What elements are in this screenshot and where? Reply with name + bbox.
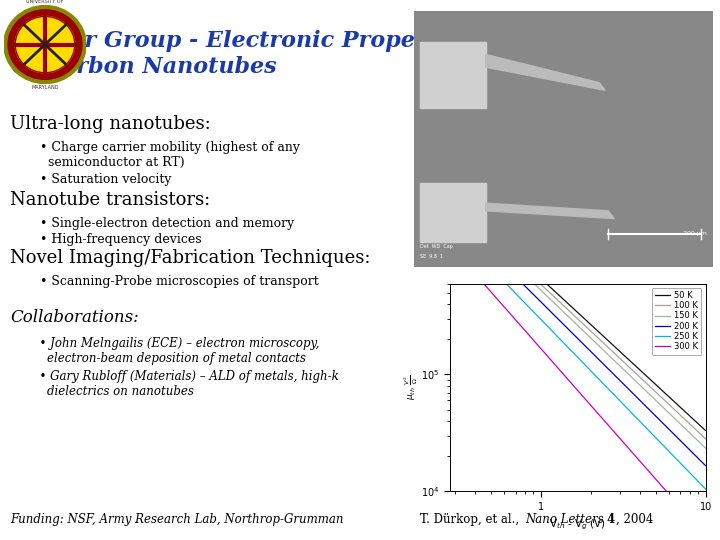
Polygon shape bbox=[486, 55, 606, 90]
Circle shape bbox=[15, 16, 75, 73]
Text: Det  WD  Cap: Det WD Cap bbox=[420, 244, 453, 249]
150 K bbox=[701, 445, 710, 451]
Bar bbox=[420, 42, 486, 108]
50 K bbox=[647, 377, 655, 383]
Line: 300 K: 300 K bbox=[484, 284, 666, 491]
100 K bbox=[614, 354, 623, 360]
Bar bbox=[420, 183, 486, 241]
Text: • Single-electron detection and memory: • Single-electron detection and memory bbox=[32, 217, 294, 230]
Text: 200 μm: 200 μm bbox=[683, 232, 707, 237]
300 K bbox=[480, 281, 488, 287]
Text: 56: 56 bbox=[73, 42, 80, 47]
Line: 100 K: 100 K bbox=[541, 284, 706, 439]
Text: 4: 4 bbox=[603, 513, 616, 526]
Text: , 2004: , 2004 bbox=[616, 513, 653, 526]
200 K bbox=[541, 302, 549, 309]
50 K bbox=[619, 352, 628, 358]
Legend: 50 K, 100 K, 150 K, 200 K, 250 K, 300 K: 50 K, 100 K, 150 K, 200 K, 250 K, 300 K bbox=[652, 288, 701, 355]
200 K bbox=[582, 343, 590, 350]
50 K bbox=[670, 399, 679, 406]
Text: SE  9.8  1: SE 9.8 1 bbox=[420, 254, 443, 260]
Text: Funding: NSF, Army Research Lab, Northrop-Grumman: Funding: NSF, Army Research Lab, Northro… bbox=[10, 513, 343, 526]
Text: Nano Letters: Nano Letters bbox=[525, 513, 603, 526]
300 K bbox=[546, 356, 554, 362]
150 K bbox=[602, 350, 611, 356]
Text: • High-frequency devices: • High-frequency devices bbox=[32, 233, 202, 246]
Text: of Carbon Nanotubes: of Carbon Nanotubes bbox=[12, 56, 276, 78]
200 K bbox=[701, 462, 710, 469]
Text: Novel Imaging/Fabrication Techniques:: Novel Imaging/Fabrication Techniques: bbox=[10, 249, 371, 267]
100 K bbox=[669, 405, 678, 411]
Text: • Saturation velocity: • Saturation velocity bbox=[32, 173, 171, 186]
300 K bbox=[621, 441, 629, 448]
150 K bbox=[593, 341, 601, 347]
Line: 250 K: 250 K bbox=[506, 284, 706, 489]
100 K bbox=[570, 313, 579, 319]
Text: MARYLAND: MARYLAND bbox=[31, 85, 59, 90]
150 K bbox=[546, 296, 554, 302]
Text: • Charge carrier mobility (highest of any
    semiconductor at RT): • Charge carrier mobility (highest of an… bbox=[32, 141, 300, 169]
Text: Collaborations:: Collaborations: bbox=[10, 309, 139, 326]
Circle shape bbox=[5, 7, 85, 82]
250 K bbox=[701, 486, 710, 492]
Line: 200 K: 200 K bbox=[523, 284, 706, 465]
150 K bbox=[623, 369, 631, 376]
300 K bbox=[662, 488, 670, 495]
200 K bbox=[528, 291, 537, 297]
300 K bbox=[593, 410, 602, 417]
250 K bbox=[577, 358, 586, 365]
300 K bbox=[640, 463, 649, 469]
Text: UNIVERSITY OF: UNIVERSITY OF bbox=[27, 0, 63, 4]
50 K bbox=[701, 427, 710, 434]
200 K bbox=[570, 333, 579, 339]
100 K bbox=[552, 295, 560, 302]
200 K bbox=[657, 418, 665, 425]
300 K bbox=[558, 369, 567, 376]
150 K bbox=[687, 431, 696, 437]
Text: • John Melngailis (ECE) – electron microscopy,
    electron-beam deposition of m: • John Melngailis (ECE) – electron micro… bbox=[32, 337, 320, 365]
200 K bbox=[518, 280, 527, 287]
250 K bbox=[690, 474, 699, 481]
100 K bbox=[701, 436, 710, 442]
150 K bbox=[531, 281, 539, 287]
100 K bbox=[664, 400, 672, 407]
250 K bbox=[692, 476, 701, 483]
100 K bbox=[622, 361, 631, 368]
200 K bbox=[591, 353, 600, 359]
150 K bbox=[531, 282, 540, 288]
Text: Nanotube transistors:: Nanotube transistors: bbox=[10, 191, 210, 209]
Y-axis label: $\mu_{th}\ \frac{V^2}{\Omega}$: $\mu_{th}\ \frac{V^2}{\Omega}$ bbox=[402, 375, 420, 400]
Text: • Gary Rubloff (Materials) – ALD of metals, high-k
    dielectrics on nanotubes: • Gary Rubloff (Materials) – ALD of meta… bbox=[32, 370, 338, 398]
250 K bbox=[502, 281, 510, 287]
Text: T. Dürkop, et al.,: T. Dürkop, et al., bbox=[420, 513, 523, 526]
Text: 18: 18 bbox=[10, 42, 17, 47]
Line: 150 K: 150 K bbox=[535, 284, 706, 448]
50 K bbox=[548, 286, 557, 293]
X-axis label: V$_{th}$ - V$_{g}$ (V): V$_{th}$ - V$_{g}$ (V) bbox=[549, 517, 606, 532]
50 K bbox=[672, 401, 681, 407]
Line: 50 K: 50 K bbox=[546, 284, 706, 430]
250 K bbox=[629, 412, 638, 418]
Polygon shape bbox=[486, 203, 614, 219]
50 K bbox=[577, 312, 585, 319]
250 K bbox=[560, 341, 569, 347]
Text: Ultra-long nanotubes:: Ultra-long nanotubes: bbox=[10, 115, 211, 133]
Text: • Scanning-Probe microscopies of transport: • Scanning-Probe microscopies of transpo… bbox=[32, 275, 319, 288]
50 K bbox=[542, 281, 551, 287]
Text: Fuhrer Group - Electronic Properties: Fuhrer Group - Electronic Properties bbox=[12, 30, 473, 52]
250 K bbox=[515, 294, 523, 300]
300 K bbox=[572, 385, 580, 392]
100 K bbox=[536, 281, 545, 287]
